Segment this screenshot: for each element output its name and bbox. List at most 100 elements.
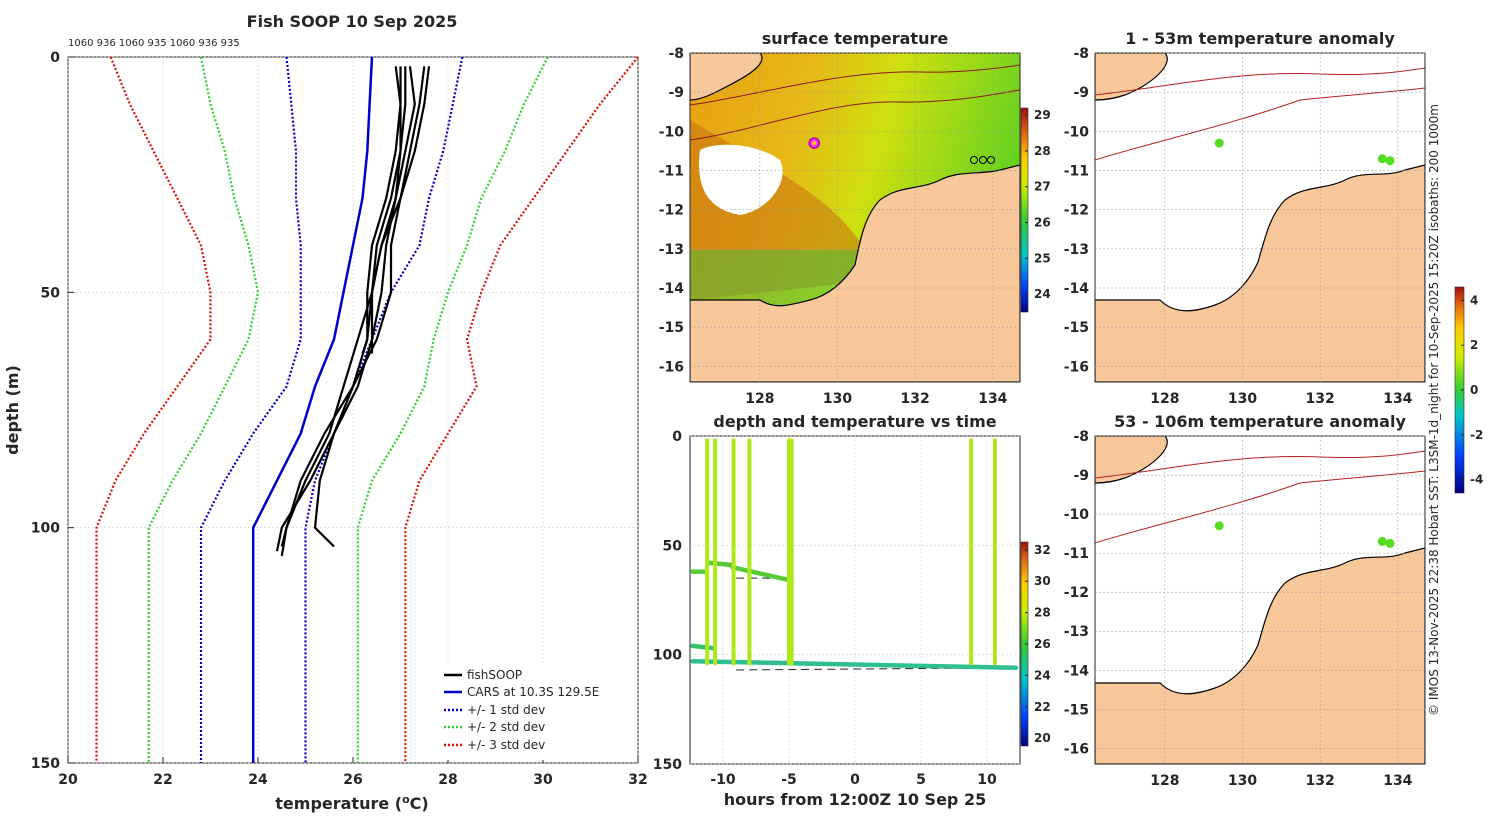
y-tick-label: -16 (1064, 359, 1089, 375)
x-tick-label: 128 (745, 391, 774, 407)
y-tick-label: -15 (659, 320, 684, 336)
anomaly-colorbar-label: -4 (1470, 473, 1483, 487)
anomaly-point (1214, 138, 1224, 148)
x-tick-label: 130 (1228, 391, 1257, 407)
y-tick-label: -11 (1064, 164, 1089, 180)
sst-colorbar (1020, 107, 1029, 313)
y-tick-label: -10 (1064, 124, 1090, 140)
sst-colorbar-label: 26 (1034, 216, 1051, 230)
legend-label-fishsoop: fishSOOP (467, 668, 522, 682)
legend-box (438, 665, 635, 760)
sst-isobath-200 (690, 64, 1020, 106)
y-tick-label: -14 (1064, 663, 1090, 679)
time-series-colorbar-label: 30 (1034, 574, 1051, 588)
fishsoop-profile-line (275, 66, 416, 552)
time-series-colorbar-label: 32 (1034, 543, 1051, 557)
time-series-x-ticks: -10 -5 0 5 10 (710, 772, 997, 788)
x-tick-label: 128 (1150, 391, 1179, 407)
credit-text: © IMOS 13-Nov-2025 22:38 Hobart SST: L3S… (1427, 104, 1441, 716)
sst-map-x-ticks: 128 130 132 134 (745, 391, 1007, 407)
anomaly-lower-gridlines (1095, 435, 1425, 764)
x-tick-label: 130 (823, 391, 852, 407)
std-dev-plus-line (304, 56, 464, 763)
anomaly-point (1377, 536, 1387, 546)
y-tick-label: -16 (1064, 741, 1089, 757)
y-tick-label: -15 (1064, 702, 1089, 718)
std-dev-minus-line (199, 56, 302, 763)
time-series-colorbar-label: 28 (1034, 606, 1051, 620)
profile-lines (95, 56, 639, 763)
sst-colorbar-label: 24 (1034, 287, 1051, 301)
time-series-colorbar-ticks: 20 22 24 26 28 30 32 (1025, 543, 1051, 745)
y-tick-label: -12 (659, 203, 684, 219)
anomaly-lower-land-australia (1095, 547, 1425, 764)
fishsoop-profile-line (280, 66, 426, 557)
anomaly-colorbar-label: 4 (1470, 293, 1478, 307)
anomaly-lower-land-north (1095, 436, 1168, 484)
x-tick-label: 24 (248, 772, 268, 788)
anomaly-colorbar-label: 0 (1470, 383, 1478, 397)
x-tick-label: 134 (978, 391, 1007, 407)
std-dev-plus-line (356, 56, 549, 763)
x-tick-label: 132 (901, 391, 930, 407)
time-series-panel: depth and temperature vs time -10 -5 0 5 10 … (653, 412, 1051, 809)
legend-label-std2: +/- 2 std dev (467, 720, 545, 734)
profile-header-numbers: 1060 936 1060 935 1060 936 935 (68, 38, 240, 49)
profile-x-label: temperature (oC) (275, 793, 428, 813)
sst-map-title: surface temperature (762, 29, 949, 48)
x-tick-label: 20 (58, 772, 78, 788)
time-series-colorbar-label: 26 (1034, 637, 1051, 651)
y-tick-label: -8 (668, 46, 684, 62)
small-circle-icon (987, 156, 995, 164)
y-tick-label: 150 (653, 757, 682, 773)
fishsoop-profile-line (280, 66, 431, 547)
time-series-x-label: hours from 12:00Z 10 Sep 25 (724, 790, 986, 809)
sst-map-y-ticks: -8 -9 -10 -11 -12 -13 -14 -15 -16 (659, 46, 685, 375)
profile-y-label: depth (m) (3, 365, 22, 455)
sst-cloud-mask (699, 144, 783, 215)
y-tick-label: -13 (1064, 624, 1089, 640)
std-dev-plus-line (404, 56, 639, 763)
anomaly-upper-isobath-200 (1095, 67, 1425, 96)
reference-depth-line (736, 667, 1014, 671)
anomaly-lower-points (1214, 521, 1395, 548)
fishsoop-profile-line (361, 66, 402, 354)
anomaly-lower-x-ticks: 128 130 132 134 (1150, 773, 1412, 789)
profile-y-ticks: 0 50 100 150 (31, 50, 74, 772)
anomaly-colorbar-label: -2 (1470, 428, 1483, 442)
y-tick-label: -12 (1064, 203, 1089, 219)
anomaly-lower-title: 53 - 106m temperature anomaly (1114, 412, 1406, 431)
anomaly-lower-isobath-1000 (1095, 470, 1425, 544)
y-tick-label: -14 (1064, 281, 1090, 297)
sst-land-north (690, 53, 763, 101)
time-series-title: depth and temperature vs time (713, 412, 996, 431)
time-series-y-ticks: 0 50 100 150 (653, 429, 682, 773)
x-tick-label: 26 (343, 772, 362, 788)
anomaly-point (1377, 154, 1387, 164)
vessel-position-marker (808, 137, 820, 149)
legend-label-cars: CARS at 10.3S 129.5E (467, 685, 599, 699)
profile-x-ticks: 20 22 24 26 28 30 32 (58, 757, 648, 788)
std-dev-minus-line (147, 56, 260, 763)
anomaly-upper-isobath-1000 (1095, 87, 1425, 161)
x-tick-label: 132 (1306, 773, 1335, 789)
x-tick-label: 30 (533, 772, 553, 788)
std-dev-minus-line (95, 56, 212, 763)
anomaly-point (1214, 521, 1224, 531)
depth-track (690, 658, 1019, 671)
legend-label-std1: +/- 1 std dev (467, 703, 545, 717)
anomaly-upper-gridlines (1095, 52, 1425, 382)
y-tick-label: -9 (668, 85, 684, 101)
anomaly-point (1385, 538, 1395, 548)
profile-title: Fish SOOP 10 Sep 2025 (247, 12, 458, 31)
y-tick-label: -13 (659, 242, 684, 258)
time-series-data (690, 438, 1019, 671)
y-tick-label: 100 (31, 521, 60, 537)
y-tick-label: 50 (663, 538, 683, 554)
sst-small-circles (970, 156, 995, 164)
anomaly-lower-isobath-200 (1095, 450, 1425, 479)
depth-track (729, 564, 793, 583)
x-tick-label: 128 (1150, 773, 1179, 789)
y-tick-label: 0 (50, 50, 60, 66)
sst-map-panel: surface temperature 128 130 132 134 -8 -9 -10… (659, 29, 1051, 407)
